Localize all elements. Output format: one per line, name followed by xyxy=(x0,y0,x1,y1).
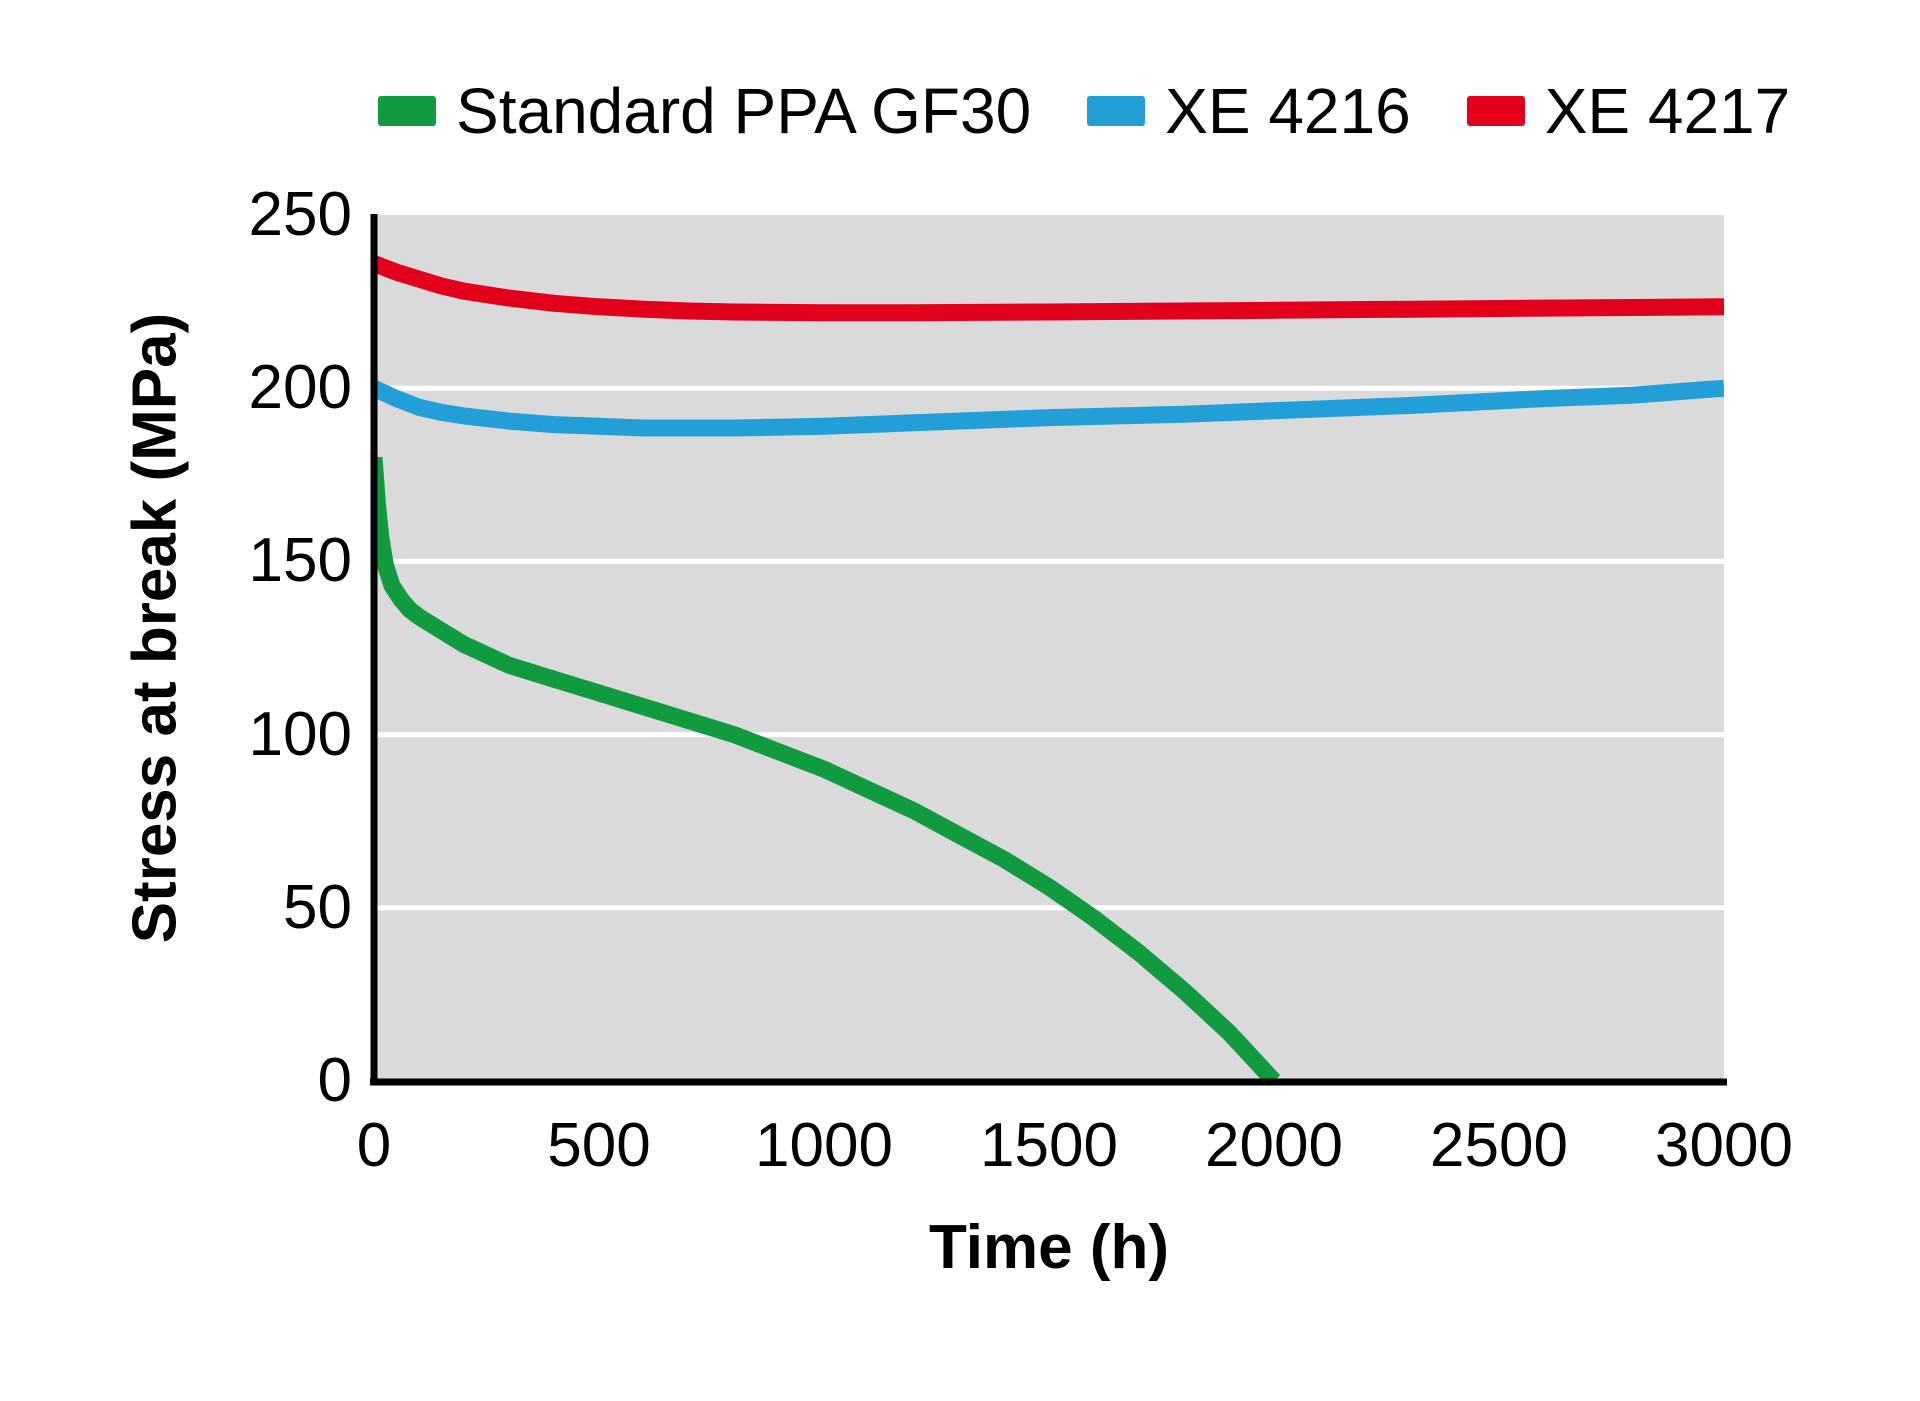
legend-swatch-green xyxy=(378,96,436,126)
y-tick-label: 150 xyxy=(248,526,352,596)
x-tick-label: 1000 xyxy=(755,1111,893,1180)
plot-background xyxy=(374,215,1724,1081)
legend-item-xe-4216: XE 4216 xyxy=(1087,76,1411,146)
legend-label: XE 4217 xyxy=(1544,75,1791,147)
legend: Standard PPA GF30 XE 4216 XE 4217 xyxy=(378,76,1790,146)
y-tick-label: 200 xyxy=(248,353,352,423)
y-tick-label: 50 xyxy=(283,872,352,942)
legend-item-standard-ppa-gf30: Standard PPA GF30 xyxy=(378,76,1031,146)
y-tick-label: 100 xyxy=(248,699,352,769)
series-line-standard-ppa-gf30 xyxy=(374,456,1281,1081)
x-axis-title: Time (h) xyxy=(929,1213,1169,1282)
legend-label: XE 4216 xyxy=(1165,75,1411,147)
series-line-xe-4216 xyxy=(374,379,1724,437)
legend-item-xe-4217: XE 4217 xyxy=(1466,75,1791,147)
x-tick-label: 3000 xyxy=(1655,1111,1793,1180)
y-tick-label: 250 xyxy=(248,180,352,249)
legend-swatch-red xyxy=(1466,96,1525,126)
series-line-xe-4217 xyxy=(374,255,1724,322)
legend-swatch-blue xyxy=(1087,96,1146,126)
x-tick-label: 0 xyxy=(356,1111,392,1180)
x-tick-label: 2000 xyxy=(1205,1111,1343,1180)
x-tick-label: 1500 xyxy=(980,1111,1118,1180)
y-tick-label: 0 xyxy=(317,1046,352,1115)
x-tick-label: 500 xyxy=(547,1111,651,1180)
legend-label: Standard PPA GF30 xyxy=(456,75,1032,147)
x-tick-label: 2500 xyxy=(1430,1111,1568,1180)
